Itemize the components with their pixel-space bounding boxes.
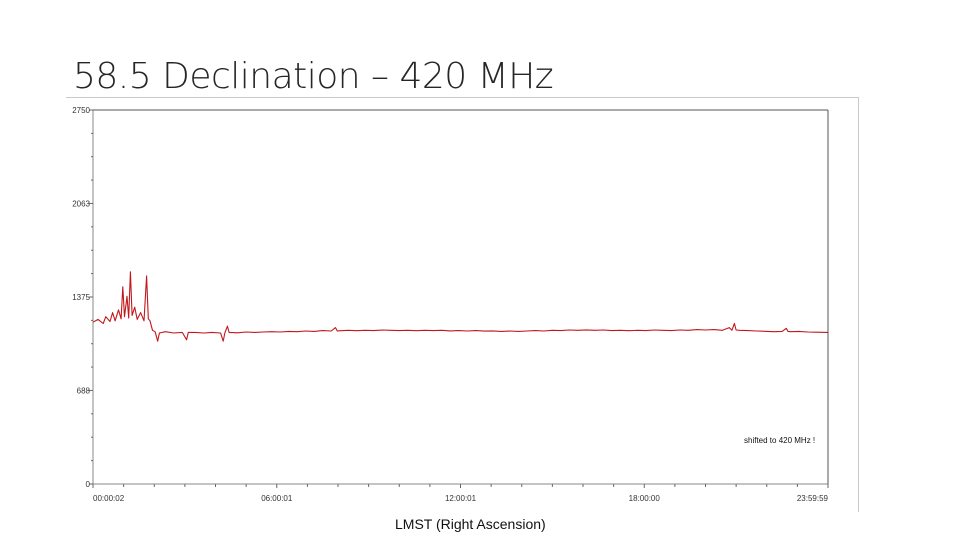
- y-tick-label: 2063: [72, 199, 90, 208]
- tick-marks: [89, 109, 829, 488]
- y-tick-label: 1375: [72, 293, 90, 302]
- annotation-text: shifted to 420 MHz !: [744, 436, 815, 445]
- x-tick-label: 18:00:00: [629, 494, 661, 503]
- x-tick-label: 23:59:59: [797, 494, 829, 503]
- y-tick-label: 688: [77, 386, 91, 395]
- x-tick-label: 06:00:01: [261, 494, 293, 503]
- x-tick-label: 00:00:02: [93, 494, 125, 503]
- slide-title: 58.5 Declination – 420 MHz: [73, 56, 554, 97]
- y-tick-label: 0: [86, 480, 91, 489]
- series-layer: [92, 271, 829, 342]
- line-chart: 0 688 1375 2063 2750 00:00:02 06:00:01 12:00:01…: [72, 106, 829, 503]
- chart-frame: 0 688 1375 2063 2750 00:00:02 06:00:01 12:00:01…: [66, 97, 859, 512]
- y-tick-label: 2750: [72, 106, 90, 115]
- tick-labels: 0 688 1375 2063 2750 00:00:02 06:00:01 12:00:01…: [72, 106, 828, 503]
- x-axis-title: LMST (Right Ascension): [395, 516, 546, 532]
- x-tick-label: 12:00:01: [445, 494, 477, 503]
- axes: [92, 109, 829, 485]
- series-line: [92, 271, 829, 342]
